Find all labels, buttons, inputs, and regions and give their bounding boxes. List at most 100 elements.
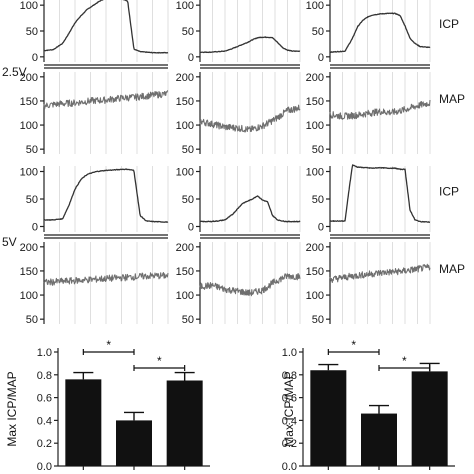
panel-map-5-a: 50 100 150 200 — [20, 242, 169, 326]
map-trace — [43, 272, 169, 286]
y-tick-label: 150 — [20, 96, 38, 108]
panel-icp-5-c: 0 50 100 ICP — [306, 164, 459, 239]
y-tick-label: 100 — [306, 167, 324, 179]
significance-star: * — [106, 338, 111, 352]
icp-trace — [329, 164, 431, 223]
y-tick-label: 50 — [182, 26, 194, 38]
y-tick-label: 50 — [26, 314, 38, 326]
bar — [361, 413, 397, 466]
y-tick-label: 50 — [26, 194, 38, 206]
y-tick-label: 150 — [20, 266, 38, 278]
y-tick-label: 0 — [318, 222, 324, 234]
y-tick-label: 0 — [188, 52, 194, 64]
panel-icp-2.5-b: 0 50 100 — [176, 0, 301, 69]
y-tick-label: 0.0 — [282, 461, 297, 473]
bar — [166, 380, 203, 466]
icp-trace — [43, 168, 169, 223]
y-tick-label: 150 — [306, 96, 324, 108]
y-tick-label: 1.0 — [282, 347, 297, 359]
map-trace — [43, 90, 169, 110]
y-tick-label: 100 — [20, 0, 38, 12]
y-tick-label: 200 — [20, 72, 38, 84]
significance-star: * — [351, 338, 356, 352]
panel-map-5-c: 50 100 150 200 MAP — [306, 242, 465, 326]
icp-label: ICP — [439, 185, 459, 199]
y-tick-label: 100 — [176, 0, 194, 12]
bar-chart-2: 0.0 0.2 0.4 0.6 0.8 1.0 Max ICP/MAP * * — [282, 338, 455, 473]
y-tick-label: 200 — [176, 72, 194, 84]
y-tick-label: 0 — [32, 222, 38, 234]
y-tick-label: 150 — [176, 266, 194, 278]
y-tick-label: 50 — [26, 26, 38, 38]
y-tick-label: 0 — [318, 52, 324, 64]
y-tick-label: 150 — [176, 96, 194, 108]
map-label: MAP — [439, 262, 465, 276]
panel-icp-2.5-a: 0 50 100 — [20, 0, 169, 69]
significance-star: * — [157, 354, 162, 368]
y-tick-label: 50 — [312, 314, 324, 326]
map-trace — [199, 104, 301, 133]
y-tick-label: 100 — [306, 120, 324, 132]
panel-map-2.5-b: 50 100 150 200 — [176, 72, 301, 156]
bar — [65, 379, 102, 466]
map-label: MAP — [439, 92, 465, 106]
panel-map-2.5-c: 50 100 150 200 MAP — [306, 72, 465, 156]
bar-charts: 0.0 0.2 0.4 0.6 0.8 1.0 Max ICP/MAP * * 0.0 0.2 0.4… — [5, 338, 455, 473]
y-tick-label: 100 — [306, 290, 324, 302]
y-tick-label: 0 — [188, 222, 194, 234]
y-tick-label: 0 — [32, 52, 38, 64]
y-tick-label: 100 — [20, 167, 38, 179]
y-tick-label: 0.0 — [37, 461, 52, 473]
icp-trace — [43, 0, 169, 54]
panel-icp-5-b: 0 50 100 — [176, 166, 301, 239]
y-tick-label: 100 — [20, 290, 38, 302]
bar-chart-1: 0.0 0.2 0.4 0.6 0.8 1.0 Max ICP/MAP * * — [5, 338, 210, 473]
trace-panels: 0 50 100 0 50 100 0 50 100 ICP 50 100 150 200 50 100 150… — [20, 0, 465, 326]
y-tick-label: 100 — [176, 290, 194, 302]
y-tick-label: 0.6 — [282, 393, 297, 405]
panel-icp-2.5-c: 0 50 100 ICP — [306, 0, 459, 69]
y-tick-label: 0.8 — [282, 370, 297, 382]
y-tick-label: 0.2 — [37, 438, 52, 450]
map-trace — [199, 273, 301, 297]
bar — [116, 420, 152, 466]
panel-icp-5-a: 0 50 100 — [20, 166, 169, 239]
bar — [310, 370, 347, 466]
icp-trace — [329, 12, 431, 54]
y-tick-label: 200 — [20, 242, 38, 254]
bar — [411, 371, 448, 466]
y-tick-label: 200 — [176, 242, 194, 254]
y-tick-label: 50 — [182, 144, 194, 156]
row-label-2.5v: 2.5V — [2, 65, 27, 79]
significance-star: * — [402, 354, 407, 368]
y-tick-label: 100 — [176, 120, 194, 132]
y-tick-label: 200 — [306, 242, 324, 254]
row-label-5v: 5V — [2, 235, 17, 249]
y-tick-label: 50 — [312, 26, 324, 38]
map-trace — [329, 263, 431, 284]
y-tick-label: 1.0 — [37, 347, 52, 359]
icp-label: ICP — [439, 17, 459, 31]
y-tick-label: 200 — [306, 72, 324, 84]
y-tick-label: 0.4 — [282, 415, 297, 427]
y-tick-label: 50 — [26, 144, 38, 156]
y-tick-label: 0.6 — [37, 393, 52, 405]
y-tick-label: 100 — [20, 120, 38, 132]
y-axis-label: Max ICP/MAP — [5, 371, 19, 446]
y-axis-label: Max ICP/MAP — [282, 371, 296, 446]
icp-trace — [199, 195, 301, 223]
y-tick-label: 50 — [312, 194, 324, 206]
y-tick-label: 50 — [312, 144, 324, 156]
y-tick-label: 0.2 — [282, 438, 297, 450]
y-tick-label: 150 — [306, 266, 324, 278]
y-tick-label: 0.8 — [37, 370, 52, 382]
y-tick-label: 100 — [306, 0, 324, 12]
map-trace — [329, 99, 431, 120]
y-tick-label: 100 — [176, 167, 194, 179]
icp-trace — [199, 36, 301, 54]
y-tick-label: 50 — [182, 194, 194, 206]
y-tick-label: 0.4 — [37, 415, 52, 427]
y-tick-label: 50 — [182, 314, 194, 326]
panel-map-5-b: 50 100 150 200 — [176, 242, 301, 326]
